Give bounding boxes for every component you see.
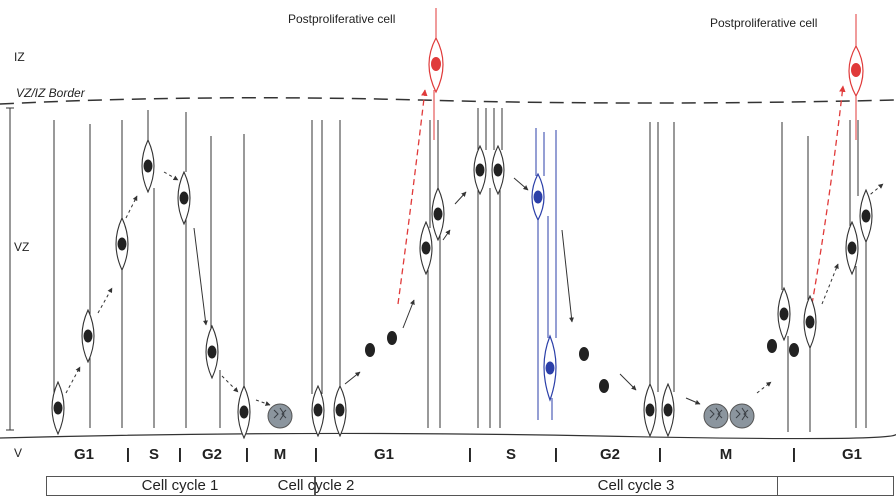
vz-iz-border-label: VZ/IZ Border [16,86,85,100]
phase-label-g1: G1 [73,446,95,463]
blue-cell-fibers [535,128,557,420]
zone-label-v: V [14,446,23,460]
phase-separator: | [177,446,183,463]
phase-separator: | [553,446,559,463]
postproliferative-label-2: Postproliferative cell [710,16,818,30]
cell-cycle-box-next [777,476,894,496]
phase-label-g1: G1 [841,446,863,463]
migrating-nuclei [365,331,799,393]
cell-cycle-label-2: Cell cycle 2 [277,477,355,494]
phase-separator: | [657,446,663,463]
phase-label-m: M [273,446,287,463]
phase-separator: | [244,446,250,463]
postproliferative-cell-bodies [428,36,864,98]
cell-cycle-label-1: Cell cycle 1 [141,477,219,494]
zone-label-vz: VZ [14,240,30,254]
blue-nuclei [533,190,555,375]
phase-label-m: M [719,446,733,463]
phase-label-g2: G2 [201,446,223,463]
phase-separator: | [467,446,473,463]
zone-label-iz: IZ [14,50,25,64]
postproliferative-label-1: Postproliferative cell [288,12,396,26]
phase-label-g2: G2 [599,446,621,463]
postproliferative-nuclei [431,57,861,77]
phase-label-g1: G1 [373,446,395,463]
migration-arrows [65,171,884,406]
postproliferative-arrows [397,85,846,305]
ventricular-surface-line [0,432,896,440]
radial-fibers [53,108,867,432]
vz-iz-border-line [0,97,896,105]
progenitor-nuclei [53,159,871,419]
mitotic-chromosomes [273,407,749,421]
cell-cycle-box-1 [46,476,316,496]
phase-label-s: S [505,446,517,463]
neural-progenitor-cells [51,138,873,440]
red-cell-fibers [433,8,857,140]
cell-cycle-label-3: Cell cycle 3 [597,477,675,494]
phase-label-s: S [148,446,160,463]
cell-cycle-box-2-3 [314,476,778,496]
phase-separator: | [125,446,131,463]
phase-separator: | [313,446,319,463]
phase-separator: | [791,446,797,463]
